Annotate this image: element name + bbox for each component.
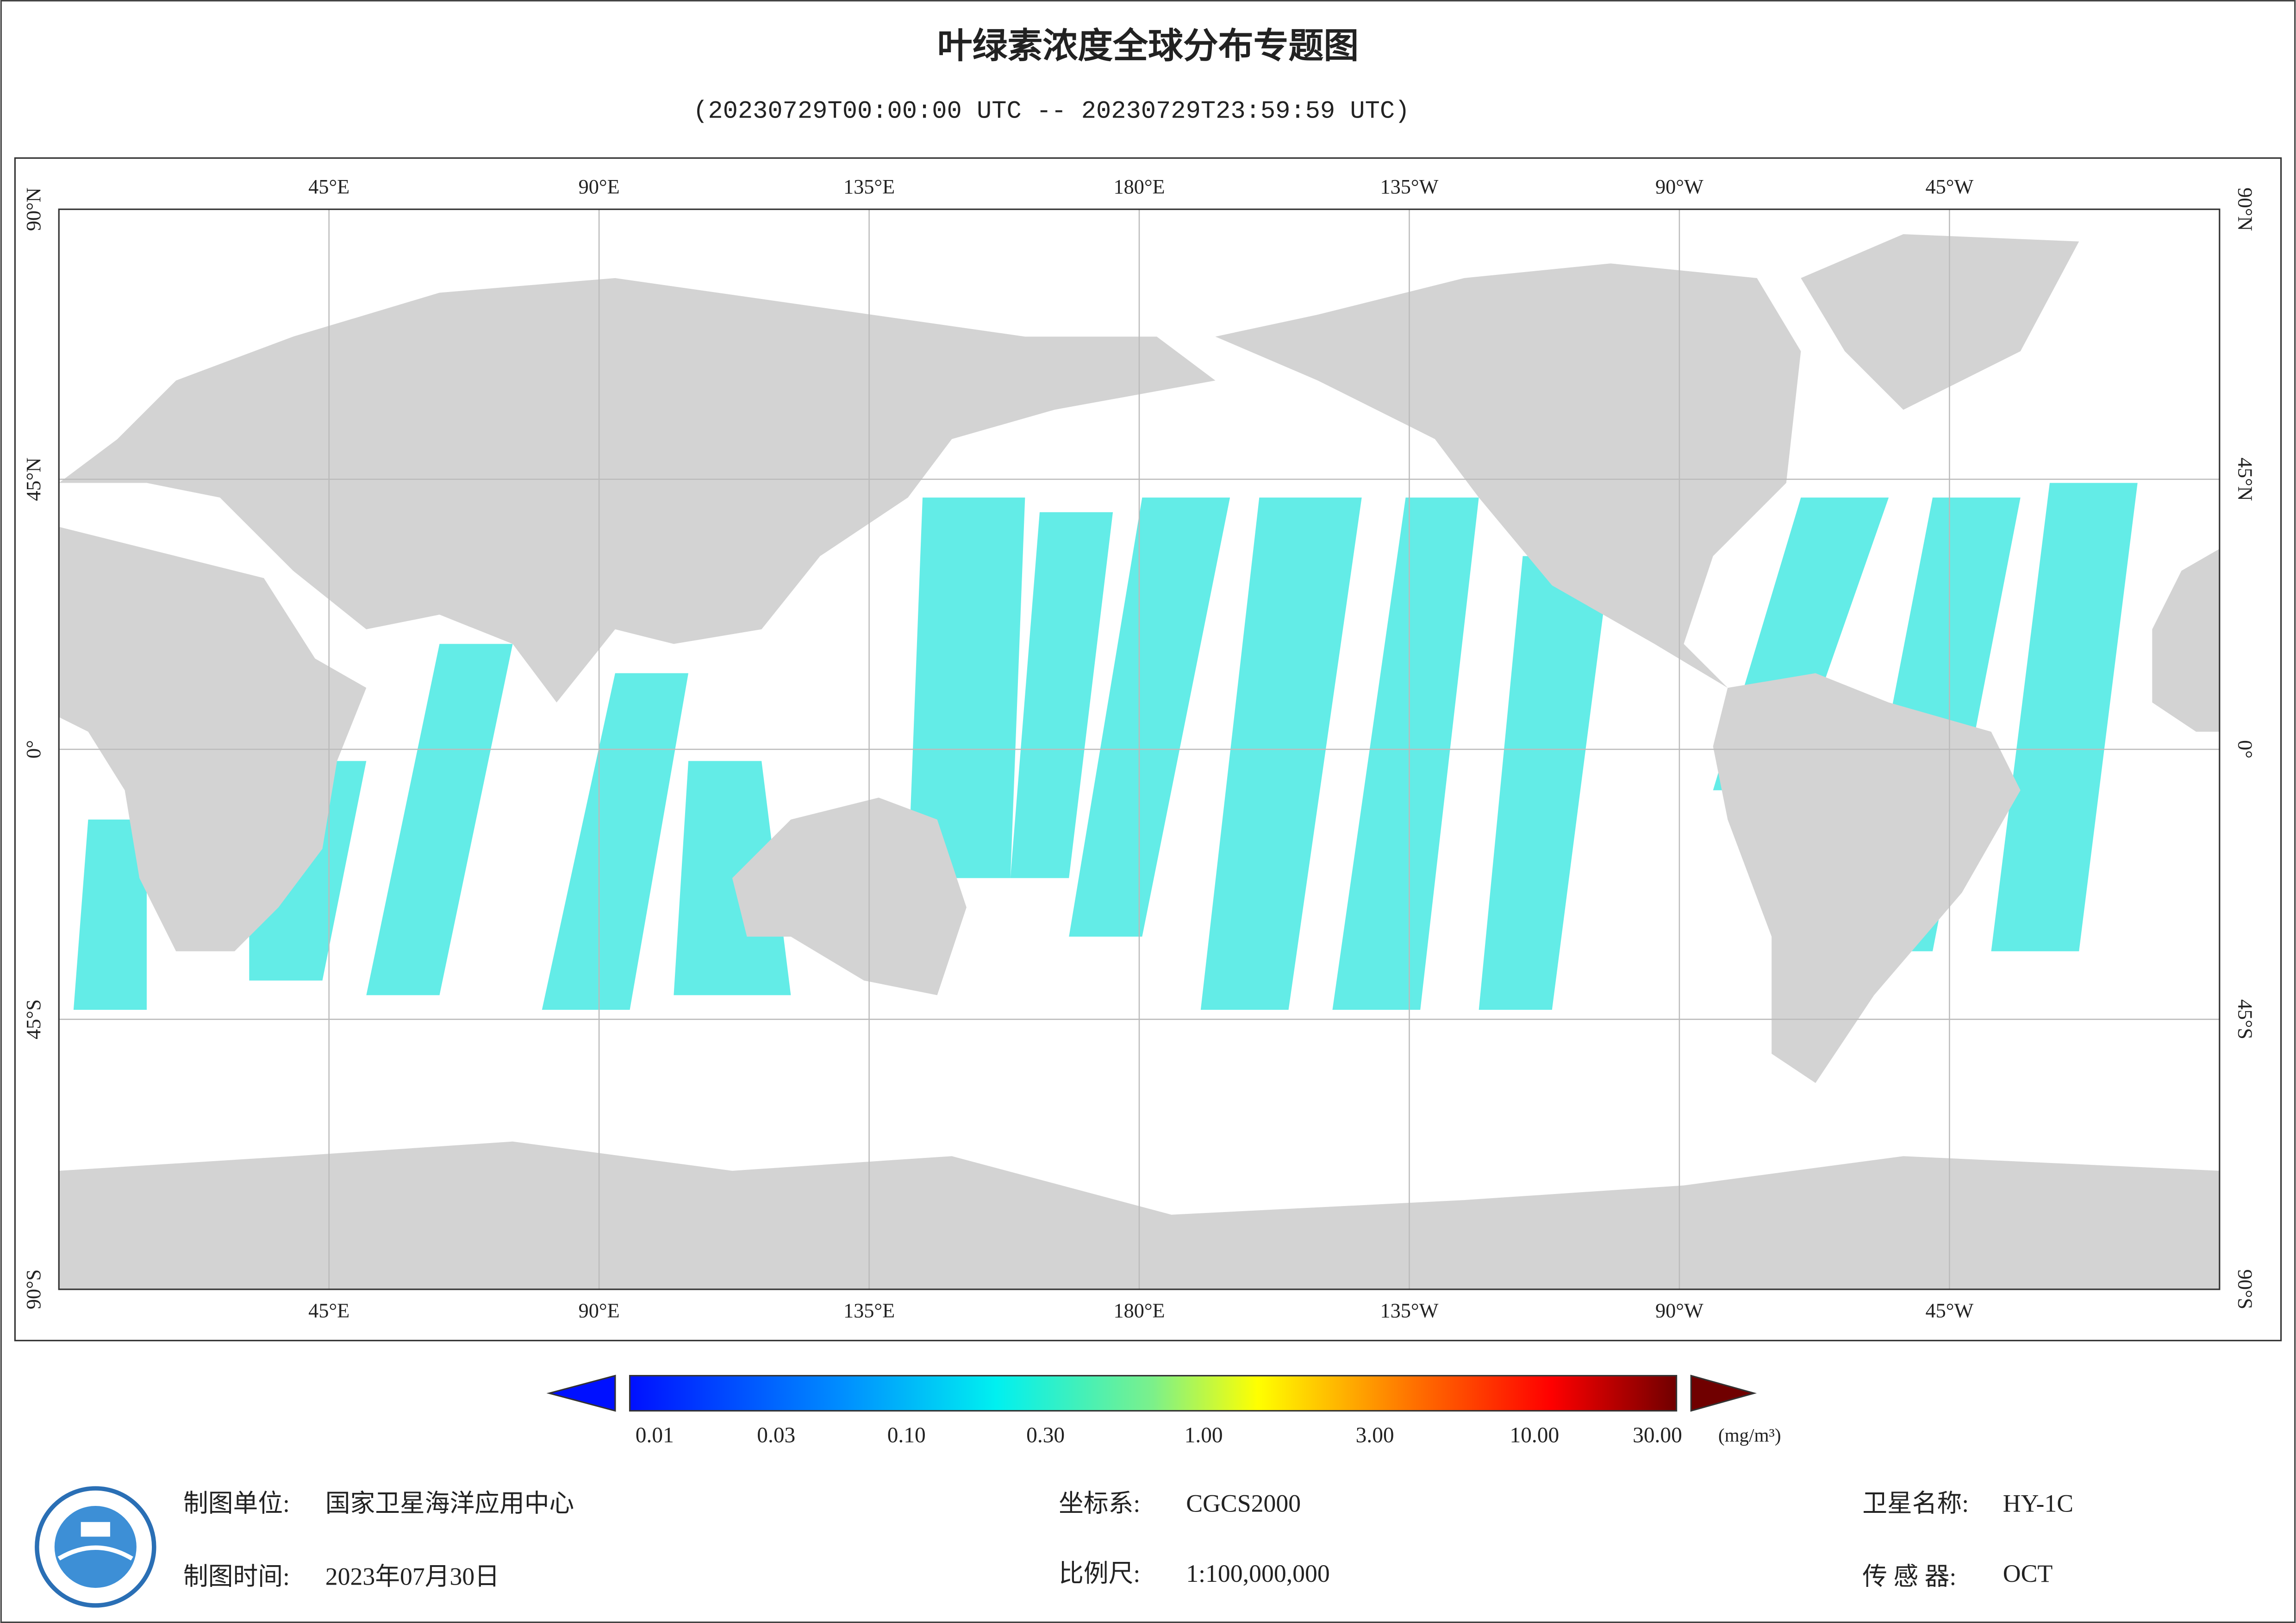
footer-sensor: OCT [2003, 1560, 2053, 1587]
lat-label-left: 90°S [22, 1269, 45, 1310]
map-border [58, 208, 2221, 1290]
lon-label-bottom: 45°W [1925, 1300, 1973, 1322]
footer-scale-label: 比例尺: [1059, 1560, 1140, 1587]
colorbar-tick-label: 30.00 [1633, 1423, 1682, 1447]
colorbar-tick-label: 3.00 [1356, 1423, 1394, 1447]
lat-label-left: 45°S [22, 999, 45, 1039]
lat-label-left: 45°N [22, 458, 45, 501]
map [58, 208, 2221, 1290]
footer-sat-label: 卫星名称: [1862, 1489, 1969, 1517]
lon-label-bottom: 135°E [843, 1300, 895, 1322]
lon-label-top: 90°E [579, 175, 620, 198]
colorbar [546, 1374, 1757, 1412]
footer-crs: CGCS2000 [1186, 1489, 1301, 1517]
footer-date: 2023年07月30日 [325, 1562, 499, 1590]
lat-label-right: 0° [2234, 740, 2256, 759]
lon-label-top: 135°E [843, 175, 895, 198]
logo [35, 1486, 156, 1608]
footer-org: 国家卫星海洋应用中心 [325, 1489, 574, 1517]
lat-label-right: 90°N [2234, 187, 2256, 231]
title: 叶绿素浓度全球分布专题图 [937, 27, 1359, 66]
lon-label-bottom: 135°W [1380, 1300, 1439, 1322]
lon-label-bottom: 90°W [1655, 1300, 1703, 1322]
footer: 制图单位: 国家卫星海洋应用中心 坐标系: CGCS2000 卫星名称: HY-1C 制图时… [183, 1489, 2073, 1590]
lon-label-top: 45°W [1925, 175, 1973, 198]
colorbar-low-arrow [546, 1374, 616, 1412]
footer-sensor-label: 传 感 器: [1862, 1562, 1956, 1590]
colorbar-tick-label: 0.30 [1026, 1423, 1065, 1447]
colorbar-tick-label: 0.03 [757, 1423, 795, 1447]
colorbar-tick-label: 10.00 [1510, 1423, 1559, 1447]
colorbar-tick-label: 0.01 [636, 1423, 674, 1447]
lon-label-top: 45°E [308, 175, 349, 198]
lon-label-bottom: 45°E [308, 1300, 349, 1322]
lat-label-right: 45°N [2234, 458, 2256, 501]
lat-label-right: 90°S [2234, 1269, 2256, 1310]
lon-label-bottom: 180°E [1113, 1300, 1165, 1322]
footer-sat: HY-1C [2003, 1489, 2073, 1517]
lon-label-top: 90°W [1655, 175, 1703, 198]
lat-label-left: 0° [22, 740, 45, 759]
footer-crs-label: 坐标系: [1059, 1489, 1140, 1517]
lat-label-left: 90°N [22, 187, 45, 231]
lon-label-top: 180°E [1113, 175, 1165, 198]
footer-date-label: 制图时间: [183, 1562, 290, 1590]
colorbar-ramp [629, 1374, 1678, 1412]
graticule [59, 209, 2220, 1289]
lat-label-right: 45°S [2234, 999, 2256, 1039]
footer-org-label: 制图单位: [183, 1489, 290, 1517]
colorbar-unit: (mg/m³) [1718, 1424, 1781, 1446]
footer-scale: 1:100,000,000 [1186, 1560, 1330, 1587]
colorbar-tick-label: 1.00 [1185, 1423, 1223, 1447]
lon-label-bottom: 90°E [579, 1300, 620, 1322]
colorbar-tick-label: 0.10 [887, 1423, 926, 1447]
colorbar-high-arrow [1690, 1374, 1757, 1412]
lon-label-top: 135°W [1380, 175, 1439, 198]
subtitle: (20230729T00:00:00 UTC -- 20230729T23:59… [693, 98, 1410, 126]
